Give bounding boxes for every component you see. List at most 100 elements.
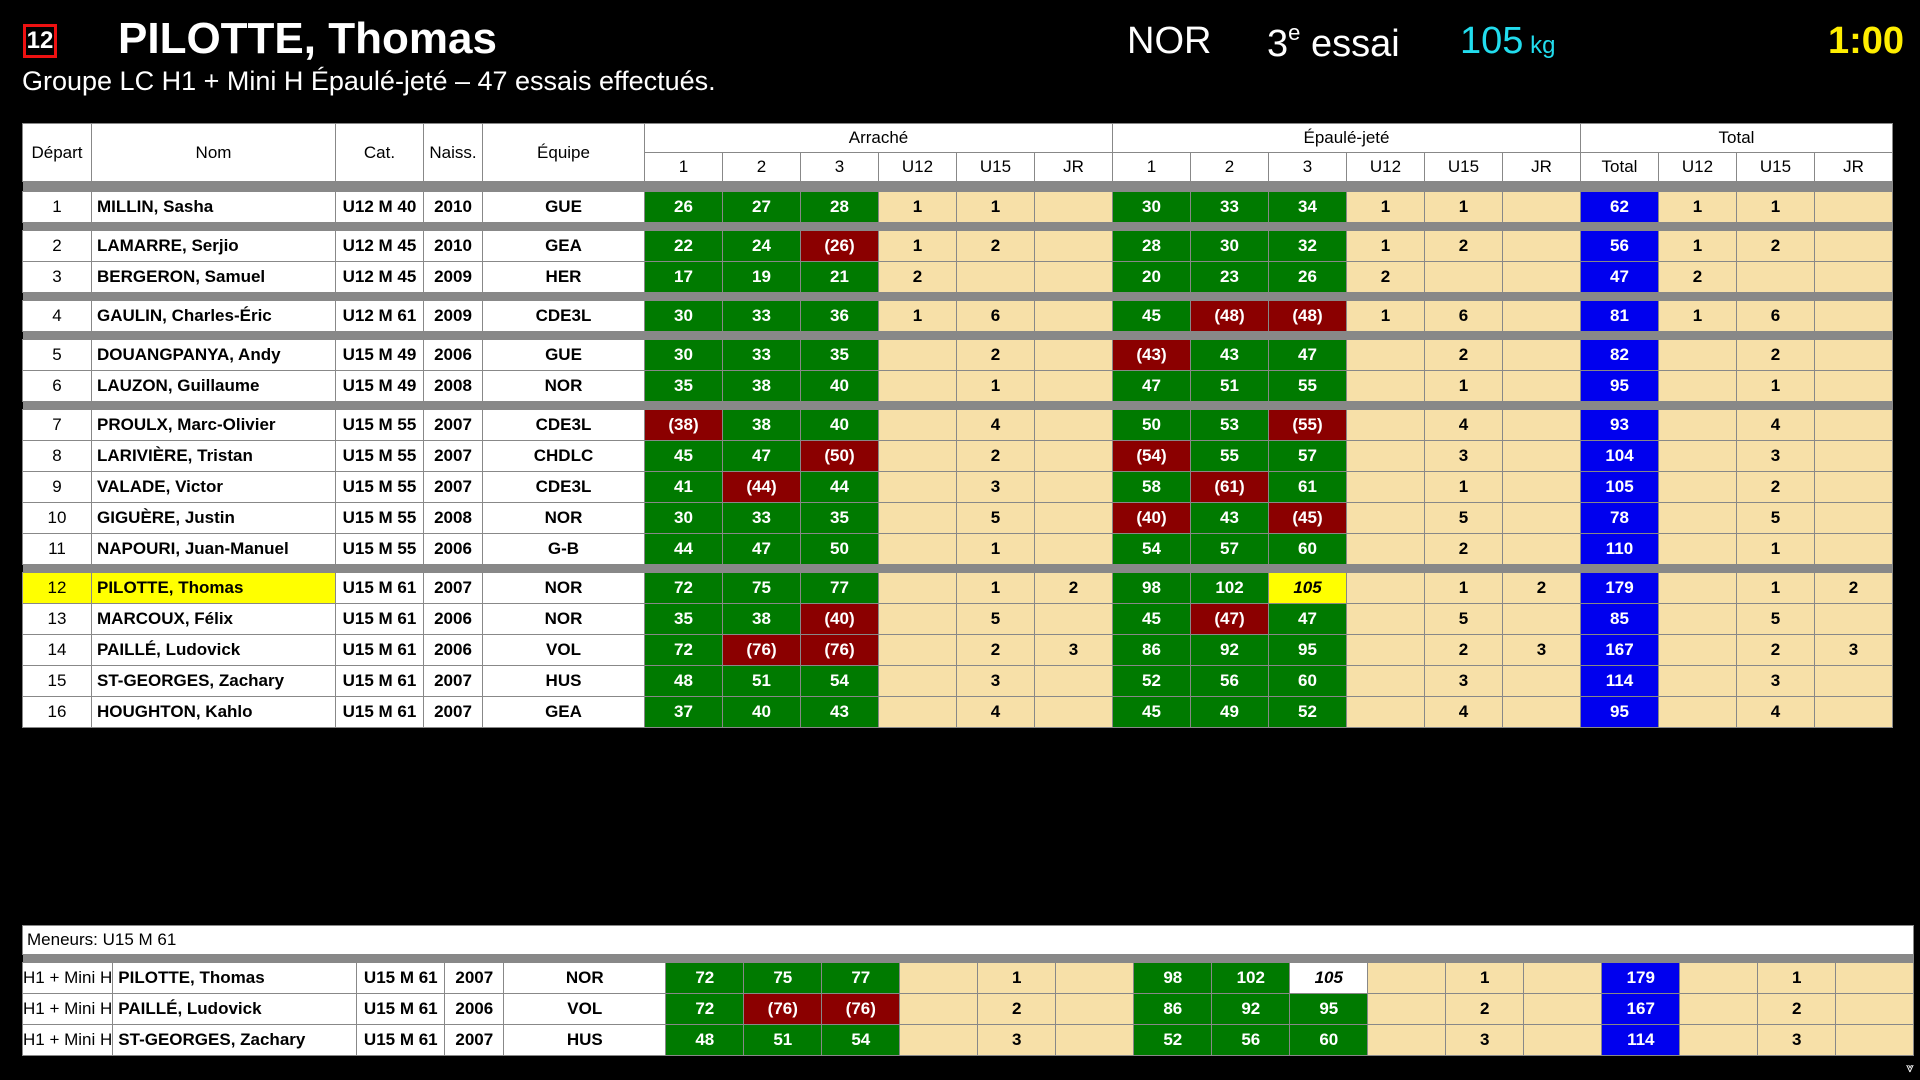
total-rank-cell: 3 [1736,440,1815,472]
cj-rank-cell [1346,409,1425,441]
cj-attempt-cell: 105 [1289,962,1369,994]
snatch-rank-cell [1034,300,1113,332]
athlete-row: H1 + Mini H ST-GEORGES, Zachary U15 M 61 20… [21,1024,1915,1056]
snatch-attempt-cell: 38 [722,409,801,441]
cj-attempt-cell: (48) [1268,300,1347,332]
cj-rank-cell: 2 [1445,993,1525,1025]
cj-attempt-cell: 45 [1112,696,1191,728]
name-cell: MARCOUX, Félix [91,603,336,635]
cj-rank-cell [1502,339,1581,371]
snatch-attempt-cell: 50 [800,533,879,565]
cj-rank-cell [1502,300,1581,332]
cj-attempt-cell: 102 [1211,962,1291,994]
snatch-attempt-cell: 40 [800,409,879,441]
snatch-rank-cell [878,603,957,635]
cj-attempt-cell: 30 [1112,191,1191,223]
snatch-rank-cell [1034,696,1113,728]
cj-attempt-cell: 61 [1268,471,1347,503]
total-rank-cell: 2 [1814,572,1893,604]
snatch-rank-cell: 1 [956,533,1035,565]
cj-rank-cell [1346,572,1425,604]
snatch-attempt-cell: 35 [800,339,879,371]
total-cell: 95 [1580,370,1659,402]
athlete-row: 5 DOUANGPANYA, Andy U15 M 49 2006 GUE 30 33 35 2… [22,339,1893,371]
snatch-attempt-cell: 45 [644,440,723,472]
cj-attempt-cell: (43) [1112,339,1191,371]
header-name: Nom [91,123,336,182]
snatch-attempt-cell: (44) [722,471,801,503]
cj-attempt-cell: 92 [1211,993,1291,1025]
start-cell: 16 [22,696,92,728]
snatch-rank-cell [878,471,957,503]
cj-attempt-cell: 98 [1133,962,1213,994]
snatch-rank-cell [878,409,957,441]
total-rank-cell: 4 [1736,409,1815,441]
category-cell: U15 M 61 [335,696,424,728]
name-cell: PILOTTE, Thomas [112,962,358,994]
subheader-col: U15 [1424,152,1503,182]
snatch-attempt-cell: (50) [800,440,879,472]
cj-rank-cell: 2 [1424,634,1503,666]
total-rank-cell: 1 [1658,230,1737,262]
snatch-rank-cell [878,339,957,371]
total-rank-cell: 1 [1736,370,1815,402]
total-cell: 93 [1580,409,1659,441]
birth-cell: 2007 [444,1024,505,1056]
start-cell: 15 [22,665,92,697]
cj-attempt-cell: 86 [1112,634,1191,666]
cj-rank-cell [1367,1024,1447,1056]
category-cell: U15 M 49 [335,339,424,371]
snatch-attempt-cell: 72 [665,962,745,994]
resize-icon[interactable]: ⩔ [1906,1059,1914,1075]
snatch-rank-cell [899,993,979,1025]
snatch-rank-cell [878,440,957,472]
header-total: Total [1580,123,1893,153]
snatch-attempt-cell: 72 [644,572,723,604]
team-cell: NOR [482,572,645,604]
cj-attempt-cell: 60 [1268,665,1347,697]
snatch-rank-cell: 2 [956,440,1035,472]
snatch-attempt-cell: 33 [722,339,801,371]
cj-attempt-cell: 60 [1268,533,1347,565]
requested-weight: 105 kg [1460,20,1555,63]
cj-rank-cell [1346,370,1425,402]
total-rank-cell [1658,634,1737,666]
cj-attempt-cell: 30 [1190,230,1269,262]
snatch-attempt-cell: (38) [644,409,723,441]
header-team: Équipe [482,123,645,182]
total-rank-cell [1679,993,1759,1025]
total-cell: 114 [1580,665,1659,697]
snatch-rank-cell [1034,533,1113,565]
cj-rank-cell: 4 [1424,696,1503,728]
start-cell: H1 + Mini H [21,993,114,1025]
athlete-row: H1 + Mini H PILOTTE, Thomas U15 M 61 2007 NO… [21,962,1915,994]
category-cell: U15 M 61 [335,665,424,697]
birth-cell: 2006 [423,603,483,635]
cj-attempt-cell: 45 [1112,300,1191,332]
total-rank-cell: 1 [1736,191,1815,223]
team-cell: NOR [482,603,645,635]
cj-rank-cell: 1 [1346,230,1425,262]
athlete-row: 2 LAMARRE, Serjio U12 M 45 2010 GEA 22 24 (26) 1… [22,230,1893,262]
cj-rank-cell: 3 [1424,440,1503,472]
athlete-row: 6 LAUZON, Guillaume U15 M 49 2008 NOR 35 38 40 1… [22,370,1893,402]
cj-rank-cell [1346,502,1425,534]
header-separator [22,181,1893,192]
athlete-row: 3 BERGERON, Samuel U12 M 45 2009 HER 17 19 21 2 2… [22,261,1893,293]
total-rank-cell [1814,603,1893,635]
birth-cell: 2010 [423,191,483,223]
cj-attempt-cell: 52 [1133,1024,1213,1056]
snatch-rank-cell [1055,1024,1135,1056]
subheader-col: Total [1580,152,1659,182]
athlete-row: 8 LARIVIÈRE, Tristan U15 M 55 2007 CHDLC 45 47… [22,440,1893,472]
total-rank-cell: 5 [1736,603,1815,635]
birth-cell: 2007 [423,409,483,441]
start-cell: 5 [22,339,92,371]
cj-attempt-cell: 60 [1289,1024,1369,1056]
snatch-attempt-cell: 44 [800,471,879,503]
cj-attempt-cell: 47 [1268,603,1347,635]
birth-cell: 2006 [423,339,483,371]
snatch-rank-cell [899,1024,979,1056]
total-cell: 47 [1580,261,1659,293]
cj-rank-cell [1523,1024,1603,1056]
